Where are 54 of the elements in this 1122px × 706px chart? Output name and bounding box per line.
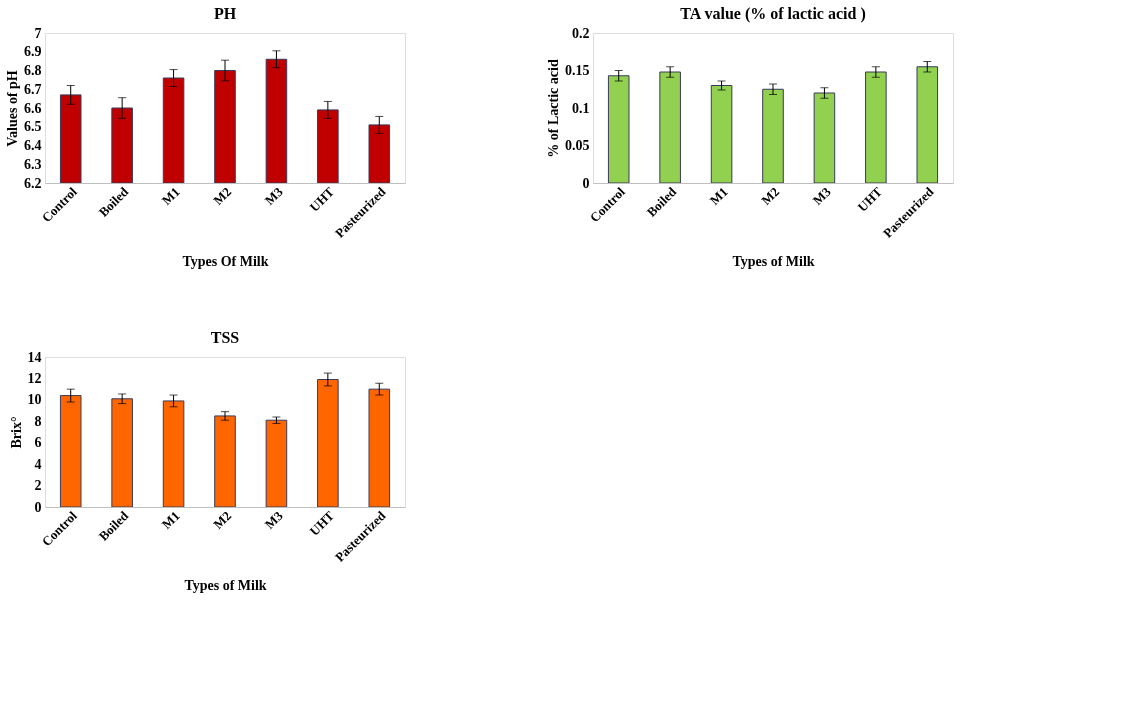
bar (317, 379, 339, 507)
y-tick-label: 7 (34, 25, 42, 41)
y-tick-label: 0 (582, 175, 590, 191)
y-tick-label: 14 (27, 349, 42, 365)
y-tick-label: 6.2 (24, 175, 42, 191)
y-tick-label: 6.6 (24, 100, 42, 116)
y-axis-title: Values of pH (5, 70, 20, 147)
bar (368, 388, 391, 507)
x-tick-label: M3 (809, 183, 834, 208)
chart-title: PH (213, 5, 237, 22)
x-tick-label: M3 (261, 183, 286, 208)
bar (111, 398, 133, 507)
y-tick-label: 6.5 (24, 119, 42, 135)
x-tick-label: M2 (210, 184, 235, 208)
y-tick-label: 0.1 (572, 100, 590, 116)
y-tick-label: 8 (34, 413, 42, 429)
x-tick-label: M2 (210, 508, 235, 532)
x-tick-label: M2 (758, 184, 783, 208)
x-tick-label: M1 (158, 508, 183, 532)
y-tick-label: 12 (27, 370, 42, 386)
chart-title: TSS (210, 329, 240, 346)
bar (265, 419, 288, 507)
y-tick-label: 0.2 (572, 25, 590, 41)
y-tick-label: 10 (27, 392, 42, 408)
bar (59, 395, 82, 507)
x-tick-label: M1 (158, 184, 183, 208)
bar (710, 85, 733, 183)
bar (762, 88, 784, 183)
bar (214, 415, 236, 507)
bar (813, 92, 836, 183)
y-tick-label: 6.8 (24, 63, 42, 78)
y-tick-label: 6.9 (24, 44, 42, 60)
x-tick-label: M1 (706, 184, 731, 208)
bar (659, 71, 681, 183)
x-tick-label: M3 (261, 507, 286, 532)
y-tick-label: 6.4 (24, 138, 42, 153)
y-tick-label: 0 (34, 499, 42, 515)
x-axis-title: Types of Milk (732, 253, 815, 269)
x-axis-title: Types Of Milk (182, 253, 269, 269)
bar (162, 400, 185, 507)
y-tick-label: 6.3 (24, 156, 42, 172)
y-tick-label: 0.05 (565, 138, 590, 153)
bar (607, 75, 630, 183)
bar (916, 66, 939, 183)
y-axis-title: % of Lactic acid (546, 59, 561, 158)
y-tick-label: 6 (34, 435, 42, 451)
y-tick-label: 2 (34, 478, 42, 494)
x-axis-title: Types of Milk (184, 577, 267, 593)
bar (865, 71, 887, 183)
y-tick-label: 4 (34, 456, 42, 472)
y-tick-label: 6.7 (24, 81, 42, 97)
y-tick-label: 0.15 (565, 63, 590, 78)
chart-title: TA value (% of lactic acid ) (680, 5, 866, 23)
y-axis-title: Brix° (8, 416, 24, 449)
